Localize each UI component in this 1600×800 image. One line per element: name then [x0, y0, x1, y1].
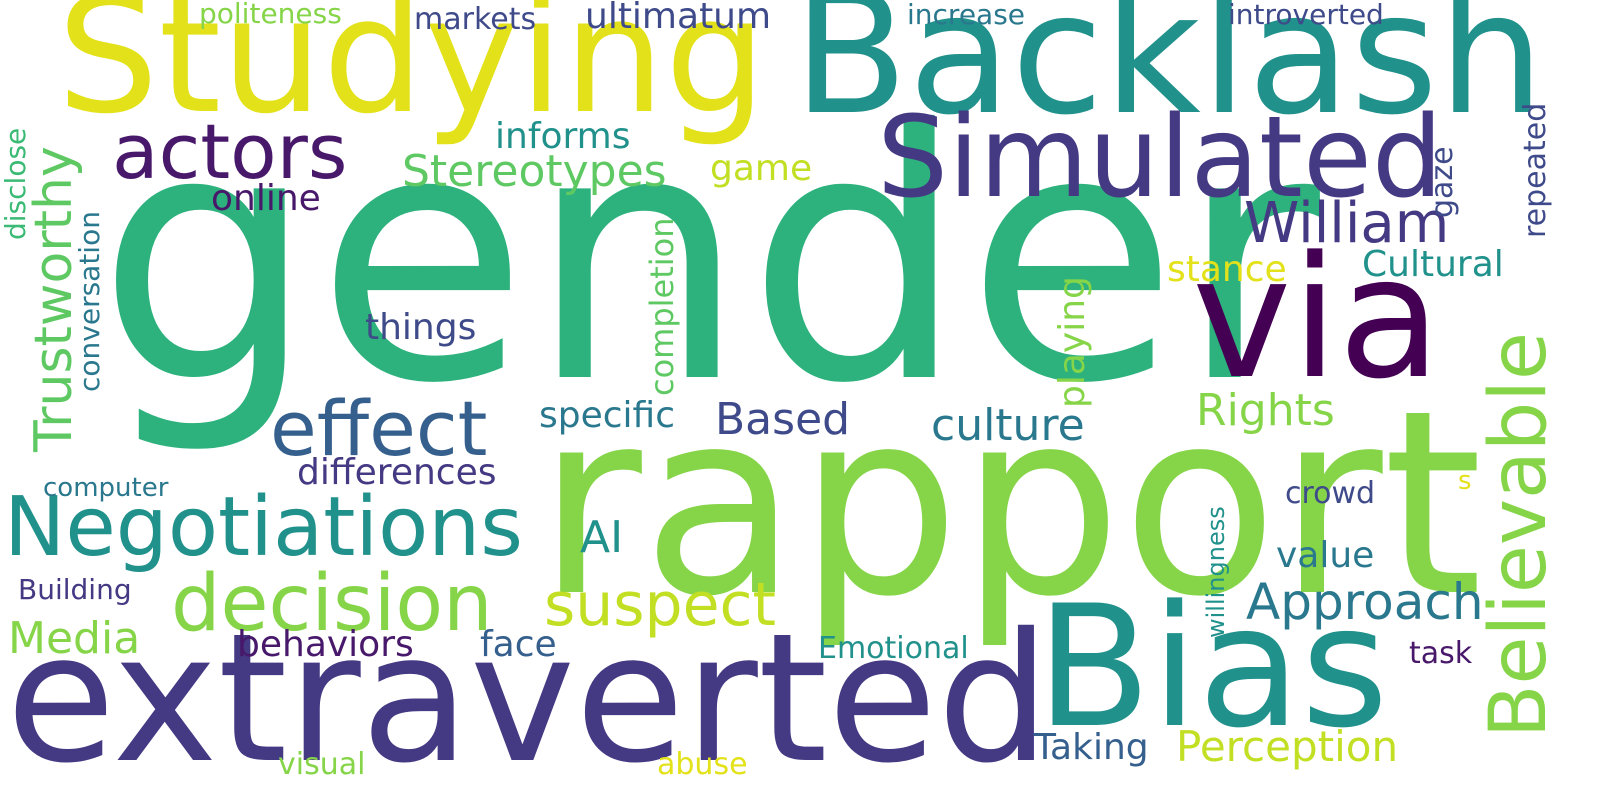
- word-rapport: rapport: [537, 356, 1483, 653]
- word-negotiations: Negotiations: [4, 480, 523, 575]
- word-stance: stance: [1167, 249, 1287, 290]
- word-repeated: repeated: [1518, 102, 1553, 238]
- word-specific: specific: [539, 395, 676, 436]
- word-computer: computer: [43, 473, 169, 503]
- word-game: game: [710, 148, 813, 189]
- word-decision: decision: [171, 559, 493, 649]
- word-rights: Rights: [1196, 385, 1335, 436]
- word-task: task: [1409, 636, 1473, 671]
- word-informs: informs: [495, 116, 631, 157]
- word-conversation: conversation: [73, 211, 106, 392]
- word-effect: effect: [270, 384, 488, 473]
- word-playing: playing: [1052, 276, 1093, 408]
- word-media: Media: [8, 613, 141, 664]
- word-abuse: abuse: [657, 747, 748, 782]
- word-studying: Studying: [57, 0, 767, 149]
- word-extraverted: extraverted: [6, 595, 1051, 800]
- word-s: s: [1458, 466, 1472, 496]
- word-crowd: crowd: [1285, 476, 1376, 511]
- word-disclose: disclose: [0, 127, 32, 240]
- word-gender: gender: [97, 58, 1320, 459]
- word-value: value: [1276, 535, 1375, 576]
- word-ai: AI: [580, 512, 624, 563]
- word-approach: Approach: [1246, 573, 1484, 631]
- word-simulated: Simulated: [877, 93, 1443, 223]
- word-completion: completion: [643, 217, 681, 396]
- word-bias: Bias: [1036, 569, 1389, 765]
- word-via: via: [1192, 220, 1442, 416]
- word-building: Building: [18, 573, 132, 606]
- word-culture: culture: [931, 400, 1085, 451]
- word-believable: Believable: [1474, 332, 1564, 738]
- word-stereotypes: Stereotypes: [402, 146, 667, 197]
- word-willingness: willingness: [1202, 506, 1230, 638]
- word-markets: markets: [414, 2, 537, 37]
- word-based: Based: [715, 394, 851, 445]
- word-emotional: Emotional: [818, 631, 969, 666]
- word-behaviors: behaviors: [237, 624, 414, 665]
- word-politeness: politeness: [199, 0, 342, 30]
- word-things: things: [365, 307, 477, 348]
- word-suspect: suspect: [544, 570, 777, 640]
- word-actors: actors: [112, 107, 348, 196]
- word-introverted: introverted: [1228, 0, 1384, 31]
- word-william: William: [1244, 191, 1450, 256]
- word-gaze: gaze: [1425, 146, 1460, 218]
- word-online: online: [211, 178, 321, 219]
- word-differences: differences: [297, 452, 497, 493]
- word-visual: visual: [278, 747, 366, 782]
- word-face: face: [480, 624, 557, 665]
- word-cultural: Cultural: [1362, 244, 1504, 285]
- word-taking: Taking: [1034, 727, 1149, 768]
- word-ultimatum: ultimatum: [585, 0, 772, 37]
- word-backlash: Backlash: [793, 0, 1545, 152]
- word-increase: increase: [907, 0, 1026, 31]
- word-perception: Perception: [1176, 722, 1399, 771]
